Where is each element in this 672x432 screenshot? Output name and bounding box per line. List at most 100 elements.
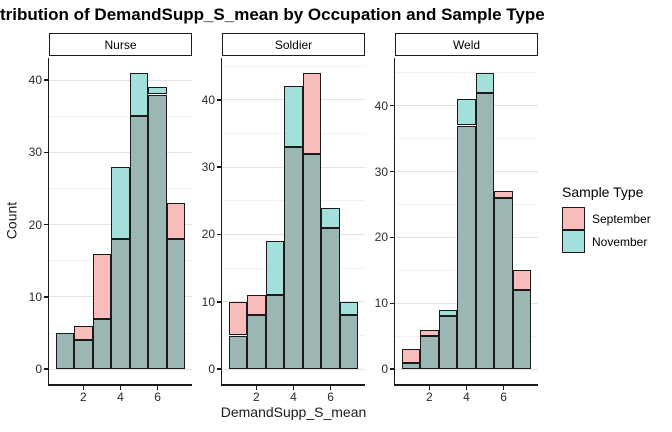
facet-strip-label: Soldier <box>274 37 313 52</box>
histogram-bar-november-segment <box>284 86 303 147</box>
gridline-major <box>395 368 538 370</box>
histogram-bar-overlap-segment <box>475 92 495 370</box>
y-tick-label: 20 <box>201 227 215 242</box>
histogram-bar-overlap-segment <box>166 239 186 370</box>
y-tick-mark <box>389 170 394 173</box>
x-tick-label: 6 <box>154 390 161 404</box>
x-tick-mark <box>465 385 468 390</box>
histogram-bar-november-segment <box>129 72 149 117</box>
histogram-bar-overlap-segment <box>92 318 112 370</box>
y-tick-mark <box>389 368 394 370</box>
y-tick-mark <box>43 79 48 81</box>
histogram-bar-november-segment <box>321 207 340 228</box>
facet-strip: Soldier <box>222 33 365 56</box>
x-tick-mark <box>255 385 258 390</box>
y-tick-mark <box>389 302 394 305</box>
x-tick-label: 2 <box>80 390 87 404</box>
facet-strip: Weld <box>395 33 538 56</box>
histogram-bar-september-segment <box>247 295 266 316</box>
x-tick-label: 6 <box>327 390 334 404</box>
x-tick-mark <box>119 385 122 390</box>
chart-title: tribution of DemandSupp_S_mean by Occupa… <box>0 5 545 24</box>
x-axis-line <box>47 384 192 386</box>
y-tick-label: 30 <box>28 145 42 160</box>
facet-strip: Nurse <box>49 33 192 56</box>
x-axis-line <box>220 384 365 386</box>
histogram-bar-september-segment <box>92 253 112 319</box>
legend-label-september: September <box>592 211 651 226</box>
histogram-bar-september-segment <box>228 301 248 336</box>
histogram-bar-overlap-segment <box>148 94 167 370</box>
y-axis-line <box>393 58 395 386</box>
histogram-bar-september-segment <box>302 72 322 154</box>
gridline-major <box>49 79 192 81</box>
facet-strip-label: Nurse <box>104 37 137 52</box>
x-tick-mark <box>82 385 85 390</box>
legend-swatch-november <box>562 230 585 253</box>
histogram-bar-november-segment <box>475 72 495 93</box>
y-tick-mark <box>43 223 48 226</box>
histogram-bar-september-segment <box>420 329 439 337</box>
gridline-major <box>222 368 365 370</box>
histogram-bar-overlap-segment <box>457 125 476 370</box>
facet-strip-label: Weld <box>452 37 481 52</box>
histogram-bar-overlap-segment <box>494 197 513 370</box>
histogram-bar-overlap-segment <box>74 340 93 370</box>
y-tick-label: 40 <box>374 98 388 113</box>
legend: Sample Type September November <box>562 184 651 253</box>
histogram-bar-september-segment <box>401 349 421 363</box>
gridline-major <box>49 151 192 153</box>
histogram-bar-november-segment <box>265 241 285 296</box>
y-tick-label: 0 <box>35 362 42 377</box>
histogram-bar-overlap-segment <box>438 316 458 370</box>
x-tick-mark <box>329 385 332 390</box>
histogram-bar-overlap-segment <box>339 315 359 370</box>
histogram-bar-overlap-segment <box>302 153 322 370</box>
y-tick-mark <box>389 104 394 107</box>
histogram-bar-november-segment <box>457 99 476 126</box>
histogram-bar-overlap-segment <box>401 362 421 370</box>
histogram-bar-overlap-segment <box>228 335 248 370</box>
y-tick-label: 40 <box>28 73 42 88</box>
y-tick-label: 20 <box>28 217 42 232</box>
y-tick-label: 10 <box>28 289 42 304</box>
x-tick-label: 4 <box>290 390 297 404</box>
y-tick-mark <box>216 301 221 303</box>
histogram-bar-september-segment <box>494 191 513 198</box>
y-tick-mark <box>216 166 221 168</box>
histogram-bar-september-segment <box>166 202 186 240</box>
y-tick-mark <box>216 233 221 236</box>
y-tick-mark <box>216 368 221 370</box>
x-tick-label: 2 <box>253 390 260 404</box>
x-axis-line <box>393 384 538 386</box>
histogram-bar-november-segment <box>111 166 130 240</box>
x-tick-label: 4 <box>117 390 124 404</box>
y-tick-label: 30 <box>201 160 215 175</box>
histogram-bar-overlap-segment <box>55 333 75 370</box>
gridline-minor <box>222 65 365 67</box>
x-tick-label: 4 <box>463 390 470 404</box>
histogram-bar-september-segment <box>512 270 532 291</box>
histogram-bar-overlap-segment <box>265 295 285 370</box>
y-tick-label: 10 <box>374 296 388 311</box>
y-tick-label: 40 <box>201 92 215 107</box>
histogram-bar-overlap-segment <box>247 315 266 370</box>
gridline-major <box>49 368 192 370</box>
x-tick-mark <box>428 385 431 390</box>
histogram-bar-november-segment <box>339 301 359 316</box>
x-tick-mark <box>292 385 295 390</box>
histogram-bar-november-segment <box>148 87 167 95</box>
y-tick-label: 10 <box>201 294 215 309</box>
y-tick-mark <box>43 296 48 298</box>
x-tick-mark <box>156 385 159 390</box>
legend-swatch-september <box>562 207 585 230</box>
legend-label-november: November <box>592 234 648 249</box>
x-tick-label: 2 <box>426 390 433 404</box>
gridline-minor <box>49 115 192 117</box>
y-tick-mark <box>389 236 394 239</box>
y-tick-mark <box>43 151 48 154</box>
histogram-bar-september-segment <box>74 325 93 341</box>
y-tick-label: 20 <box>374 230 388 245</box>
y-tick-label: 30 <box>374 164 388 179</box>
histogram-bar-overlap-segment <box>111 239 130 370</box>
